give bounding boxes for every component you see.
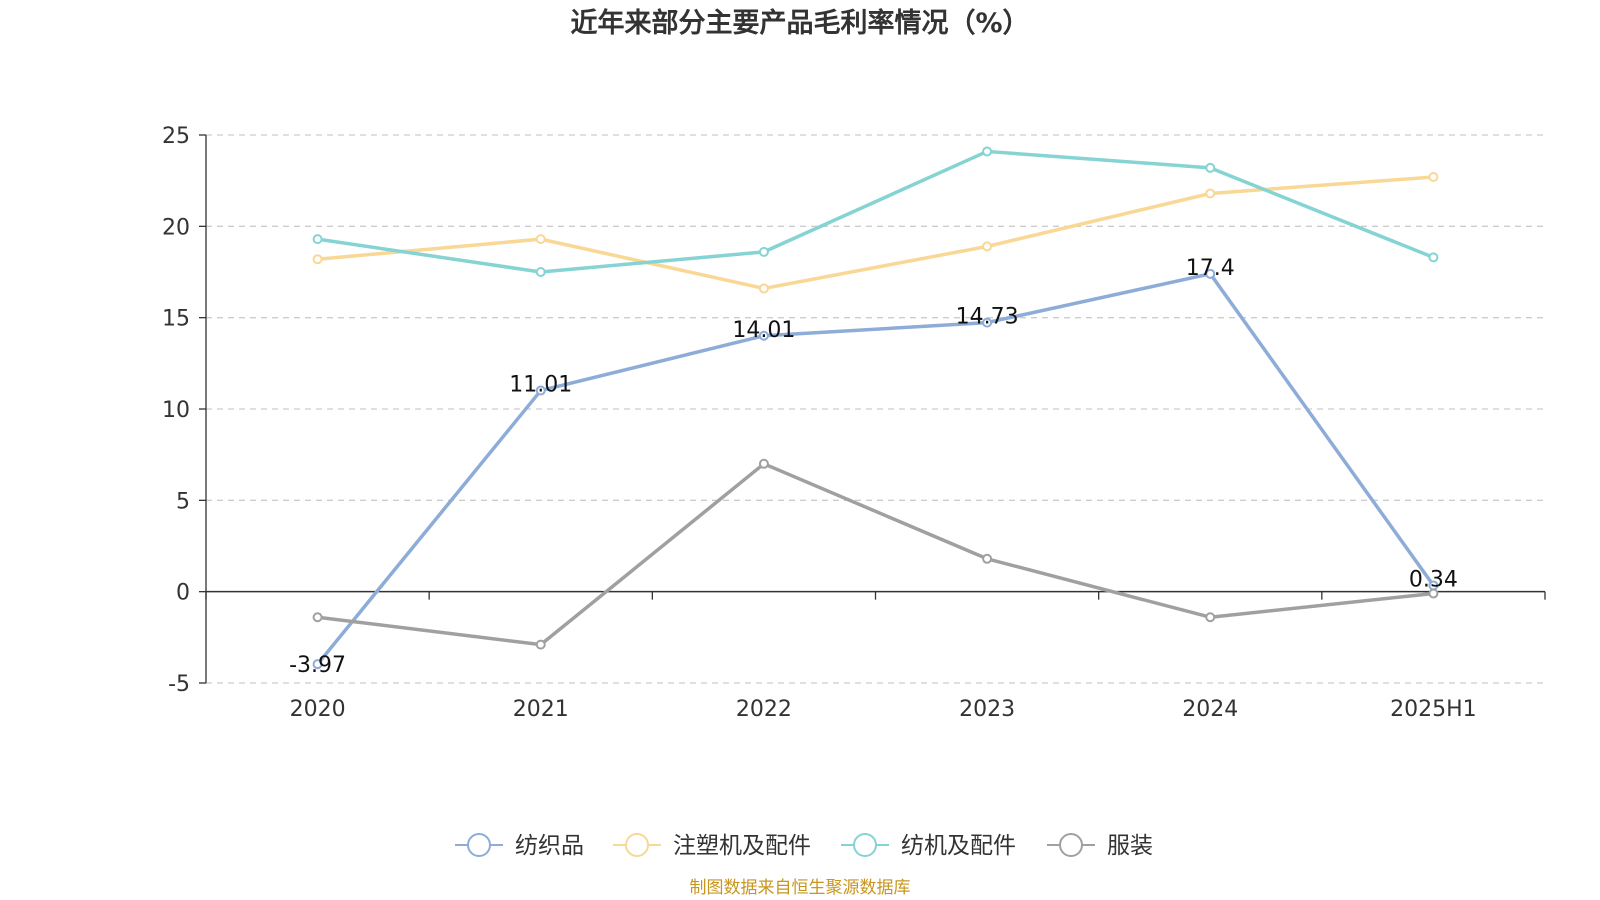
series-line (317, 462, 1434, 647)
legend-marker (625, 833, 649, 857)
x-tick-label: 2023 (959, 697, 1015, 722)
data-label: -3.97 (289, 653, 346, 678)
data-point (1205, 268, 1216, 279)
data-point (535, 385, 546, 396)
grid (206, 134, 1545, 684)
legend-marker (1059, 833, 1083, 857)
legend-label: 服装 (1107, 833, 1153, 859)
data-label: 14.73 (956, 305, 1019, 330)
data-labels: -3.97 11.01 14.01 14.73 17.4 0.34 (289, 256, 1458, 678)
legend-item[interactable]: 纺机及配件 (841, 833, 1016, 859)
series-line (317, 149, 1435, 274)
data-point (982, 146, 993, 157)
y-tick-label: 10 (162, 398, 190, 423)
data-point (982, 553, 993, 564)
series-lines (312, 146, 1439, 670)
y-tick-label: 15 (162, 307, 190, 332)
data-point (535, 234, 546, 245)
data-point (758, 283, 769, 294)
legend-item[interactable]: 服装 (1047, 833, 1153, 859)
y-tick-label: 0 (176, 581, 190, 606)
legend-label: 纺织品 (515, 833, 584, 859)
data-label: 11.01 (509, 373, 572, 398)
data-label: 14.01 (732, 318, 795, 343)
y-tick-label: 20 (162, 215, 190, 240)
data-label: 17.4 (1186, 256, 1235, 281)
data-point (535, 639, 546, 650)
y-tick-label: 25 (162, 124, 190, 149)
data-point (1205, 612, 1216, 623)
legend-label: 纺机及配件 (901, 833, 1016, 859)
data-point (312, 659, 323, 670)
series-line (317, 175, 1434, 291)
data-point (1428, 252, 1439, 263)
legend-marker (467, 833, 491, 857)
x-tick-label: 2024 (1182, 697, 1238, 722)
x-tick-label: 2020 (290, 697, 346, 722)
data-point (758, 246, 769, 257)
y-tick-label: -5 (168, 672, 190, 697)
data-point (982, 241, 993, 252)
x-tick-label: 2021 (513, 697, 569, 722)
x-tick-label: 2022 (736, 697, 792, 722)
legend-marker (853, 833, 877, 857)
source-note: 制图数据来自恒生聚源数据库 (690, 878, 911, 898)
legend-item[interactable]: 注塑机及配件 (613, 833, 811, 859)
legend-label: 注塑机及配件 (673, 833, 811, 859)
data-point (312, 254, 323, 265)
y-tick-label: 5 (176, 489, 190, 514)
chart-title: 近年来部分主要产品毛利率情况（%） (570, 7, 1029, 39)
legend-item[interactable]: 纺织品 (455, 833, 584, 859)
axes: -5 0 5 10 15 20 25 2020 2021 2022 2023 2024 2025H1 (162, 124, 1546, 722)
data-point (1205, 162, 1216, 173)
data-point (312, 612, 323, 623)
x-tick-label: 2025H1 (1390, 697, 1477, 722)
data-point (758, 330, 769, 341)
data-point (758, 458, 769, 469)
series-line (316, 272, 1435, 666)
data-point (312, 234, 323, 245)
data-point (535, 267, 546, 277)
data-point (1428, 172, 1439, 183)
data-point (982, 317, 993, 328)
legend[interactable]: 纺织品 注塑机及配件 纺机及配件 服装 (455, 833, 1153, 859)
data-point (1205, 188, 1216, 199)
data-point (1428, 588, 1439, 599)
data-label: 0.34 (1409, 567, 1458, 592)
